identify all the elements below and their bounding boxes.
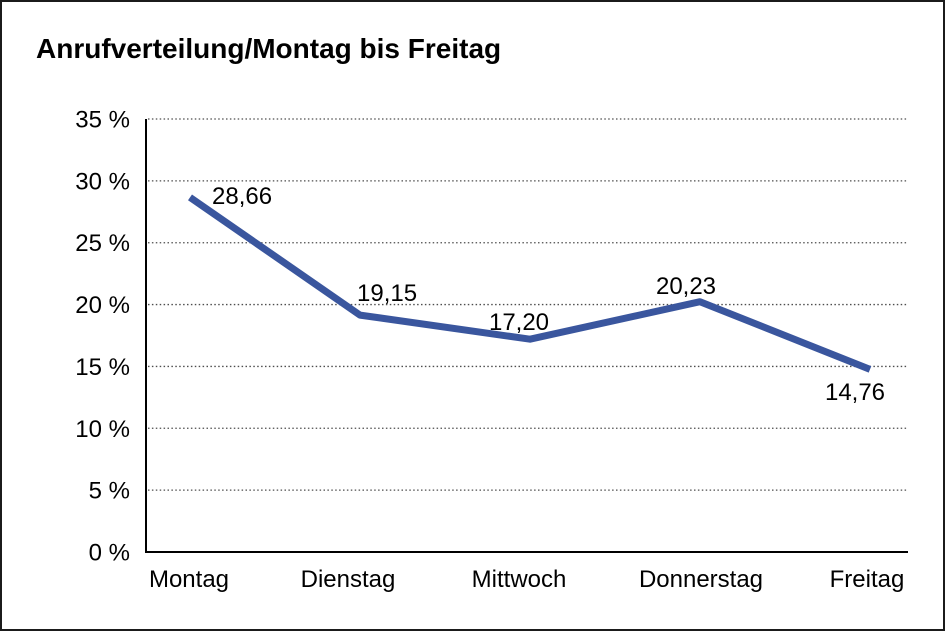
chart-title: Anrufverteilung/Montag bis Freitag xyxy=(36,33,502,64)
data-point-label: 17,20 xyxy=(489,309,549,336)
y-tick-label: 0 % xyxy=(89,540,130,567)
x-category-label: Donnerstag xyxy=(639,566,763,593)
gridlines-group xyxy=(148,118,908,491)
x-category-label: Mittwoch xyxy=(472,566,567,593)
data-point-label: 28,66 xyxy=(212,183,272,210)
y-tick-label: 20 % xyxy=(75,292,130,319)
data-point-label: 20,23 xyxy=(656,273,716,300)
y-tick-label: 35 % xyxy=(75,107,130,134)
x-category-label: Freitag xyxy=(830,566,905,593)
x-category-label: Dienstag xyxy=(301,566,396,593)
y-tick-label: 10 % xyxy=(75,416,130,443)
series-group xyxy=(188,194,872,373)
x-category-label: Montag xyxy=(149,566,229,593)
y-tick-label: 5 % xyxy=(89,478,130,505)
y-tick-label: 30 % xyxy=(75,168,130,195)
data-point-label: 19,15 xyxy=(357,280,417,307)
series-line xyxy=(188,194,872,373)
y-tick-label: 15 % xyxy=(75,354,130,381)
data-point-label: 14,76 xyxy=(825,379,885,406)
y-tick-label: 25 % xyxy=(75,230,130,257)
labels-group: 0 % 5 % 10 % 15 % 20 % 25 % 30 % 35 % Montag Dien… xyxy=(75,107,904,594)
axes-group xyxy=(145,119,908,553)
